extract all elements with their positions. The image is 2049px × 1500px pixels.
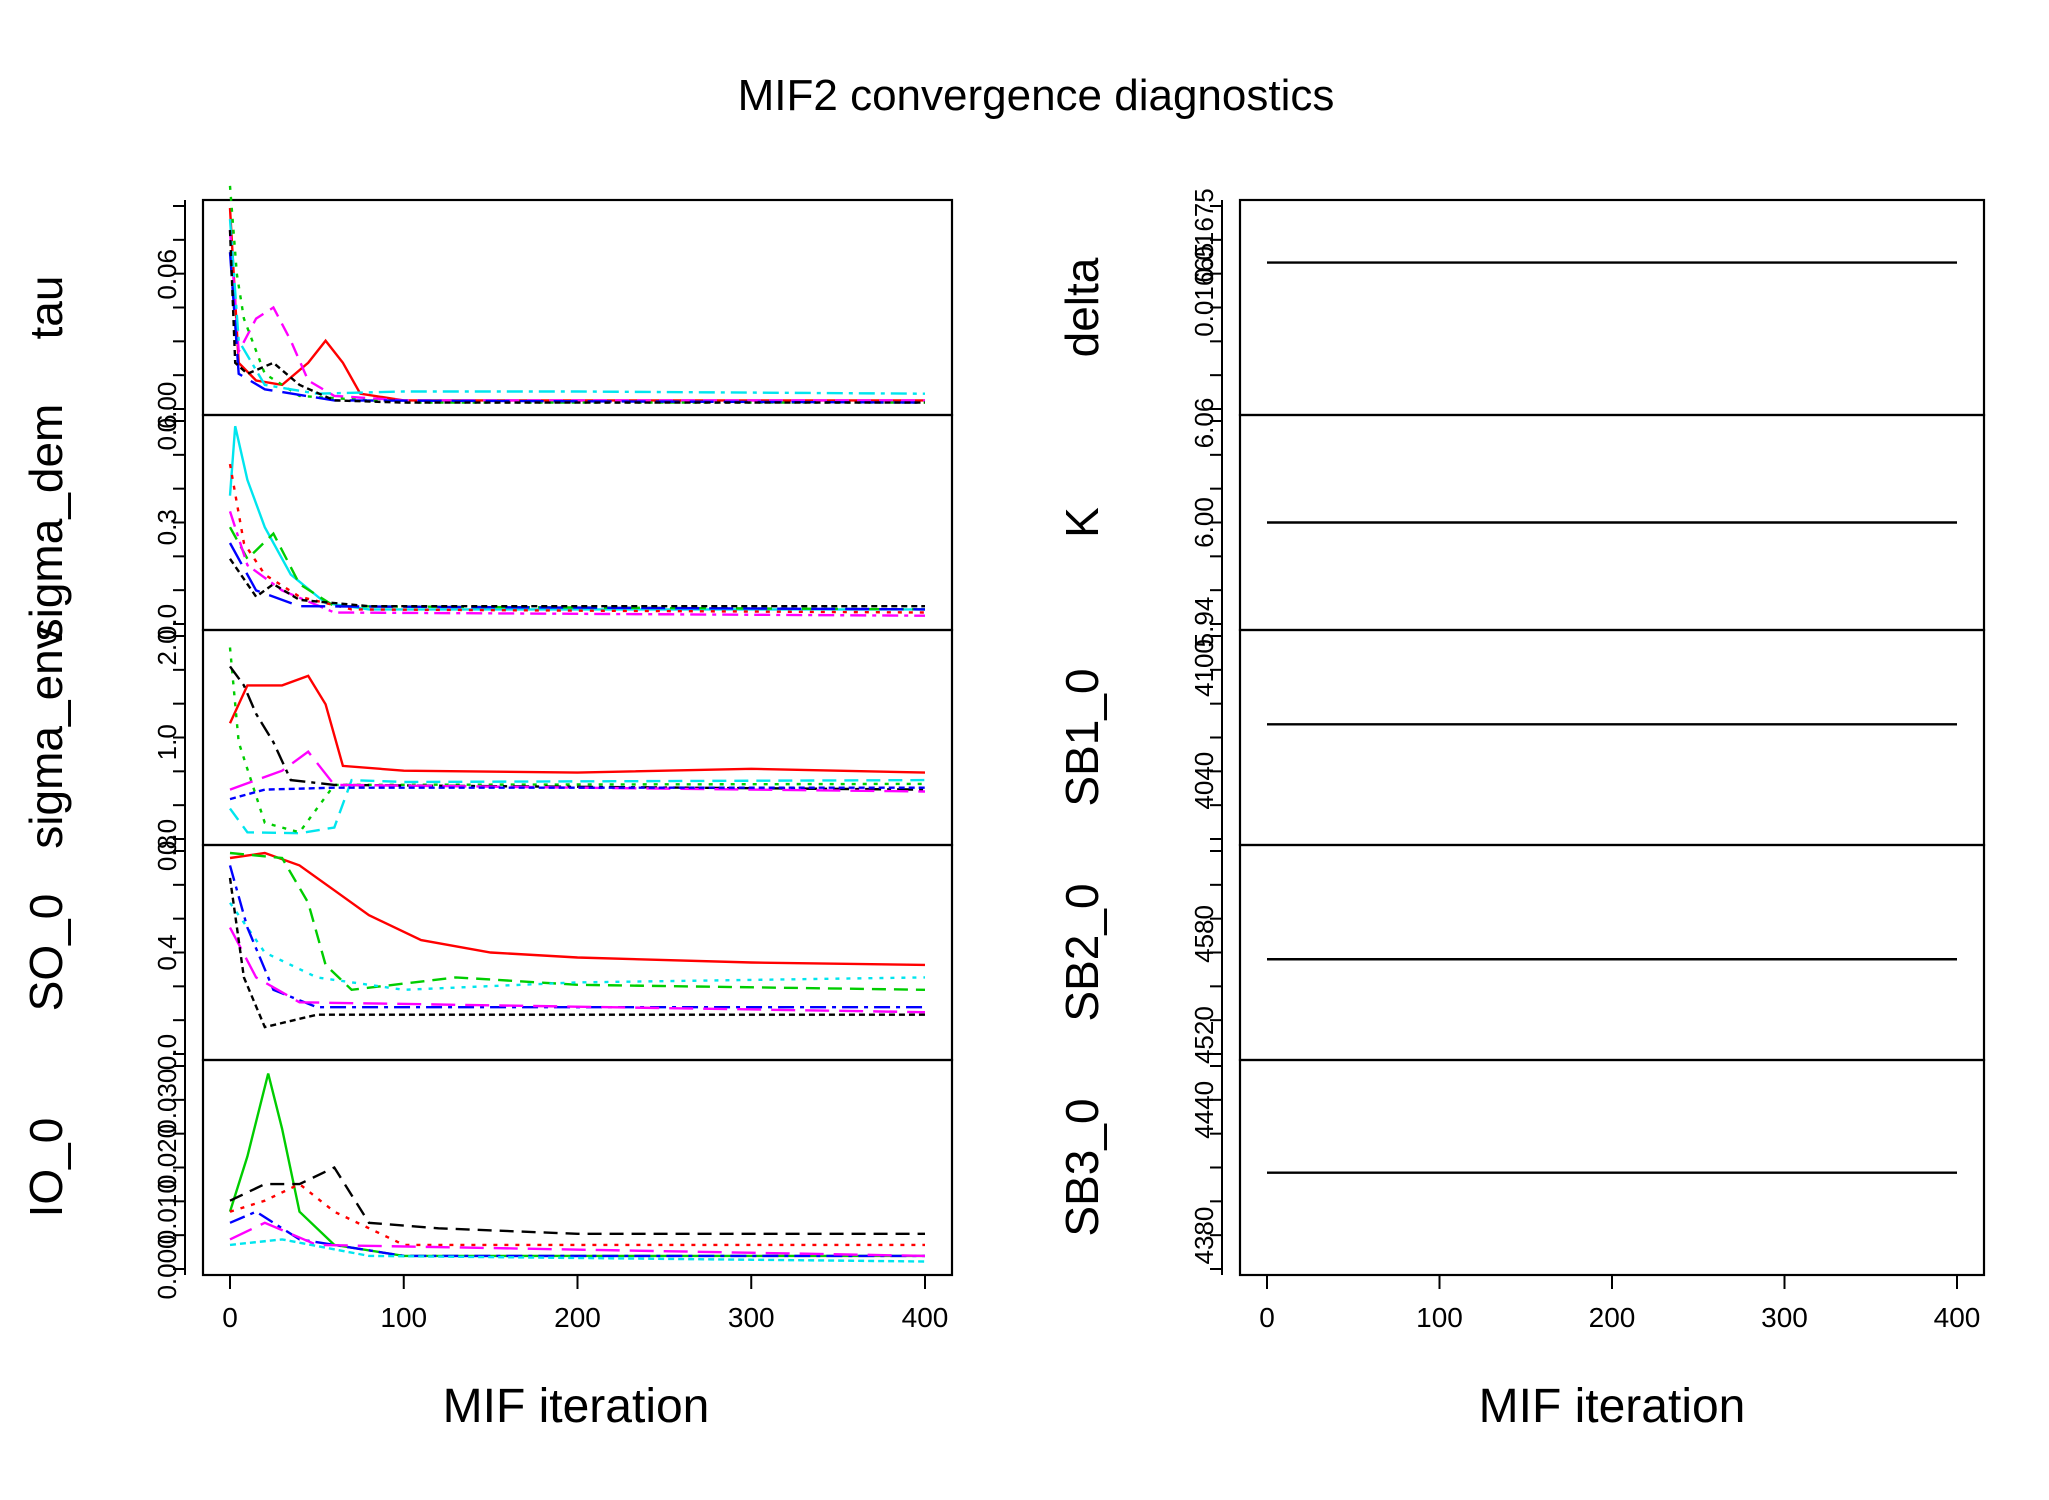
y-tick-label: 4580 <box>1189 905 1219 963</box>
panel-K: 5.94 6.00 6.06 K <box>1056 398 1986 648</box>
y-tick-label: 6.00 <box>1189 497 1219 548</box>
trace-line <box>229 902 926 992</box>
y-axis-label: K <box>1056 507 1108 538</box>
y-axis-label: SB3_0 <box>1056 1098 1108 1236</box>
y-tick-label: 4100 <box>1189 639 1219 697</box>
trace-line <box>228 463 926 614</box>
y-tick-label: 0.06 <box>152 249 182 300</box>
y-tick-label: 4040 <box>1189 752 1219 810</box>
trace-line <box>228 542 926 611</box>
y-tick-label: 5.94 <box>1189 597 1219 648</box>
y-tick-label: 0.000 <box>152 1234 182 1299</box>
trace-line <box>229 1182 925 1247</box>
x-tick-label: 200 <box>1589 1302 1636 1333</box>
y-tick-label: 0.01665 <box>1189 243 1219 337</box>
y-tick-label: 4520 <box>1189 1006 1219 1064</box>
y-axis-label: sigma_dem <box>20 404 72 642</box>
y-axis-label: tau <box>20 276 72 340</box>
y-tick-label: 4440 <box>1189 1081 1219 1139</box>
y-tick-label: 0.00 <box>152 382 182 433</box>
y-tick-label: 0.6 <box>152 414 182 450</box>
panel-frame <box>1238 1058 1986 1277</box>
y-tick-label: 0.0 <box>152 1034 182 1070</box>
panel-tau: 0.00 0.06 tau <box>20 185 954 433</box>
y-tick-label: 0.0 <box>152 604 182 640</box>
y-tick-label: 2.0 <box>152 629 182 665</box>
trace-line <box>228 219 926 395</box>
trace-line <box>228 674 926 774</box>
panel-frame <box>1238 628 1986 847</box>
trace-line <box>228 1073 925 1258</box>
y-axis-label: SB1_0 <box>1056 668 1108 806</box>
trace-line <box>229 665 926 791</box>
y-tick-label: 0.010 <box>152 1179 182 1244</box>
y-axis-label: IO_0 <box>20 1118 72 1218</box>
panel-SO_0: 0.0 0.4 0.8 SO_0 <box>20 835 954 1070</box>
trace-line <box>228 927 926 1014</box>
y-axis-label: SB2_0 <box>1056 883 1108 1021</box>
x-tick-label: 400 <box>1934 1302 1981 1333</box>
trace-line <box>228 526 926 611</box>
trace-line <box>228 207 925 402</box>
y-axis-label: SO_0 <box>20 894 72 1012</box>
x-tick-label: 400 <box>902 1302 949 1333</box>
panel-SB1_0: 4040 4100 SB1_0 <box>1056 628 1986 847</box>
panel-frame <box>1238 198 1986 417</box>
y-tick-label: 0.020 <box>152 1124 182 1189</box>
x-tick-label: 200 <box>554 1302 601 1333</box>
y-axis-label: sigma_env <box>20 626 72 848</box>
panel-sigma_dem: 0.0 0.3 0.6 sigma_dem <box>20 404 954 642</box>
chart-title: MIF2 convergence diagnostics <box>738 71 1335 120</box>
x-axis-label-left: MIF iteration <box>443 1380 710 1433</box>
plot-area: 0.000.06tau0.00.30.6sigma_dem0.01.02.0si… <box>20 185 1986 1333</box>
y-tick-label: 0.0 <box>152 819 182 855</box>
trace-line <box>228 230 925 404</box>
x-axis-label-right: MIF iteration <box>1479 1380 1746 1433</box>
trace-line <box>228 252 926 404</box>
panel-SB2_0: 4520 4580 SB2_0 <box>1056 843 1986 1064</box>
x-tick-label: 0 <box>1259 1302 1275 1333</box>
panel-SB3_0: 4380 4440 SB3_0 <box>1056 1058 1986 1277</box>
x-tick-label: 100 <box>1416 1302 1463 1333</box>
panel-frame <box>1238 843 1986 1062</box>
x-tick-label: 300 <box>728 1302 775 1333</box>
trace-line <box>228 647 926 834</box>
trace-line <box>229 1221 926 1258</box>
y-tick-label: 0.8 <box>152 835 182 871</box>
x-tick-label: 0 <box>222 1302 238 1333</box>
trace-line <box>229 558 925 608</box>
trace-line <box>228 877 925 1029</box>
trace-line <box>229 851 926 992</box>
trace-line <box>228 511 926 617</box>
y-tick-label: 0.3 <box>152 509 182 545</box>
panel-frame <box>201 628 954 847</box>
trace-line <box>229 1165 925 1235</box>
y-tick-label: 4380 <box>1189 1207 1219 1265</box>
x-tick-label: 100 <box>380 1302 427 1333</box>
x-axis-left: 0 100 200 300 400 <box>222 1274 949 1333</box>
trace-line <box>229 778 926 835</box>
trace-line <box>228 230 925 402</box>
y-tick-label: 6.06 <box>1189 398 1219 449</box>
y-tick-label: 1.0 <box>152 724 182 760</box>
y-tick-label: 0.030 <box>152 1069 182 1134</box>
x-tick-label: 300 <box>1761 1302 1808 1333</box>
y-axis-label: delta <box>1056 257 1108 357</box>
trace-line <box>229 1210 925 1258</box>
y-tick-label: 0.01675 <box>1189 188 1219 282</box>
panel-frame <box>201 198 954 417</box>
panel-sigma_env: 0.0 1.0 2.0 sigma_env <box>20 626 954 855</box>
trace-line <box>229 851 926 967</box>
x-axis-right: 0 100 200 300 400 <box>1259 1274 1981 1333</box>
trace-line <box>229 786 925 801</box>
y-tick-label: 0.4 <box>152 934 182 970</box>
panel-frame <box>201 413 954 632</box>
trace-line <box>228 865 925 1009</box>
trace-line <box>228 185 925 404</box>
trace-line <box>228 425 925 611</box>
